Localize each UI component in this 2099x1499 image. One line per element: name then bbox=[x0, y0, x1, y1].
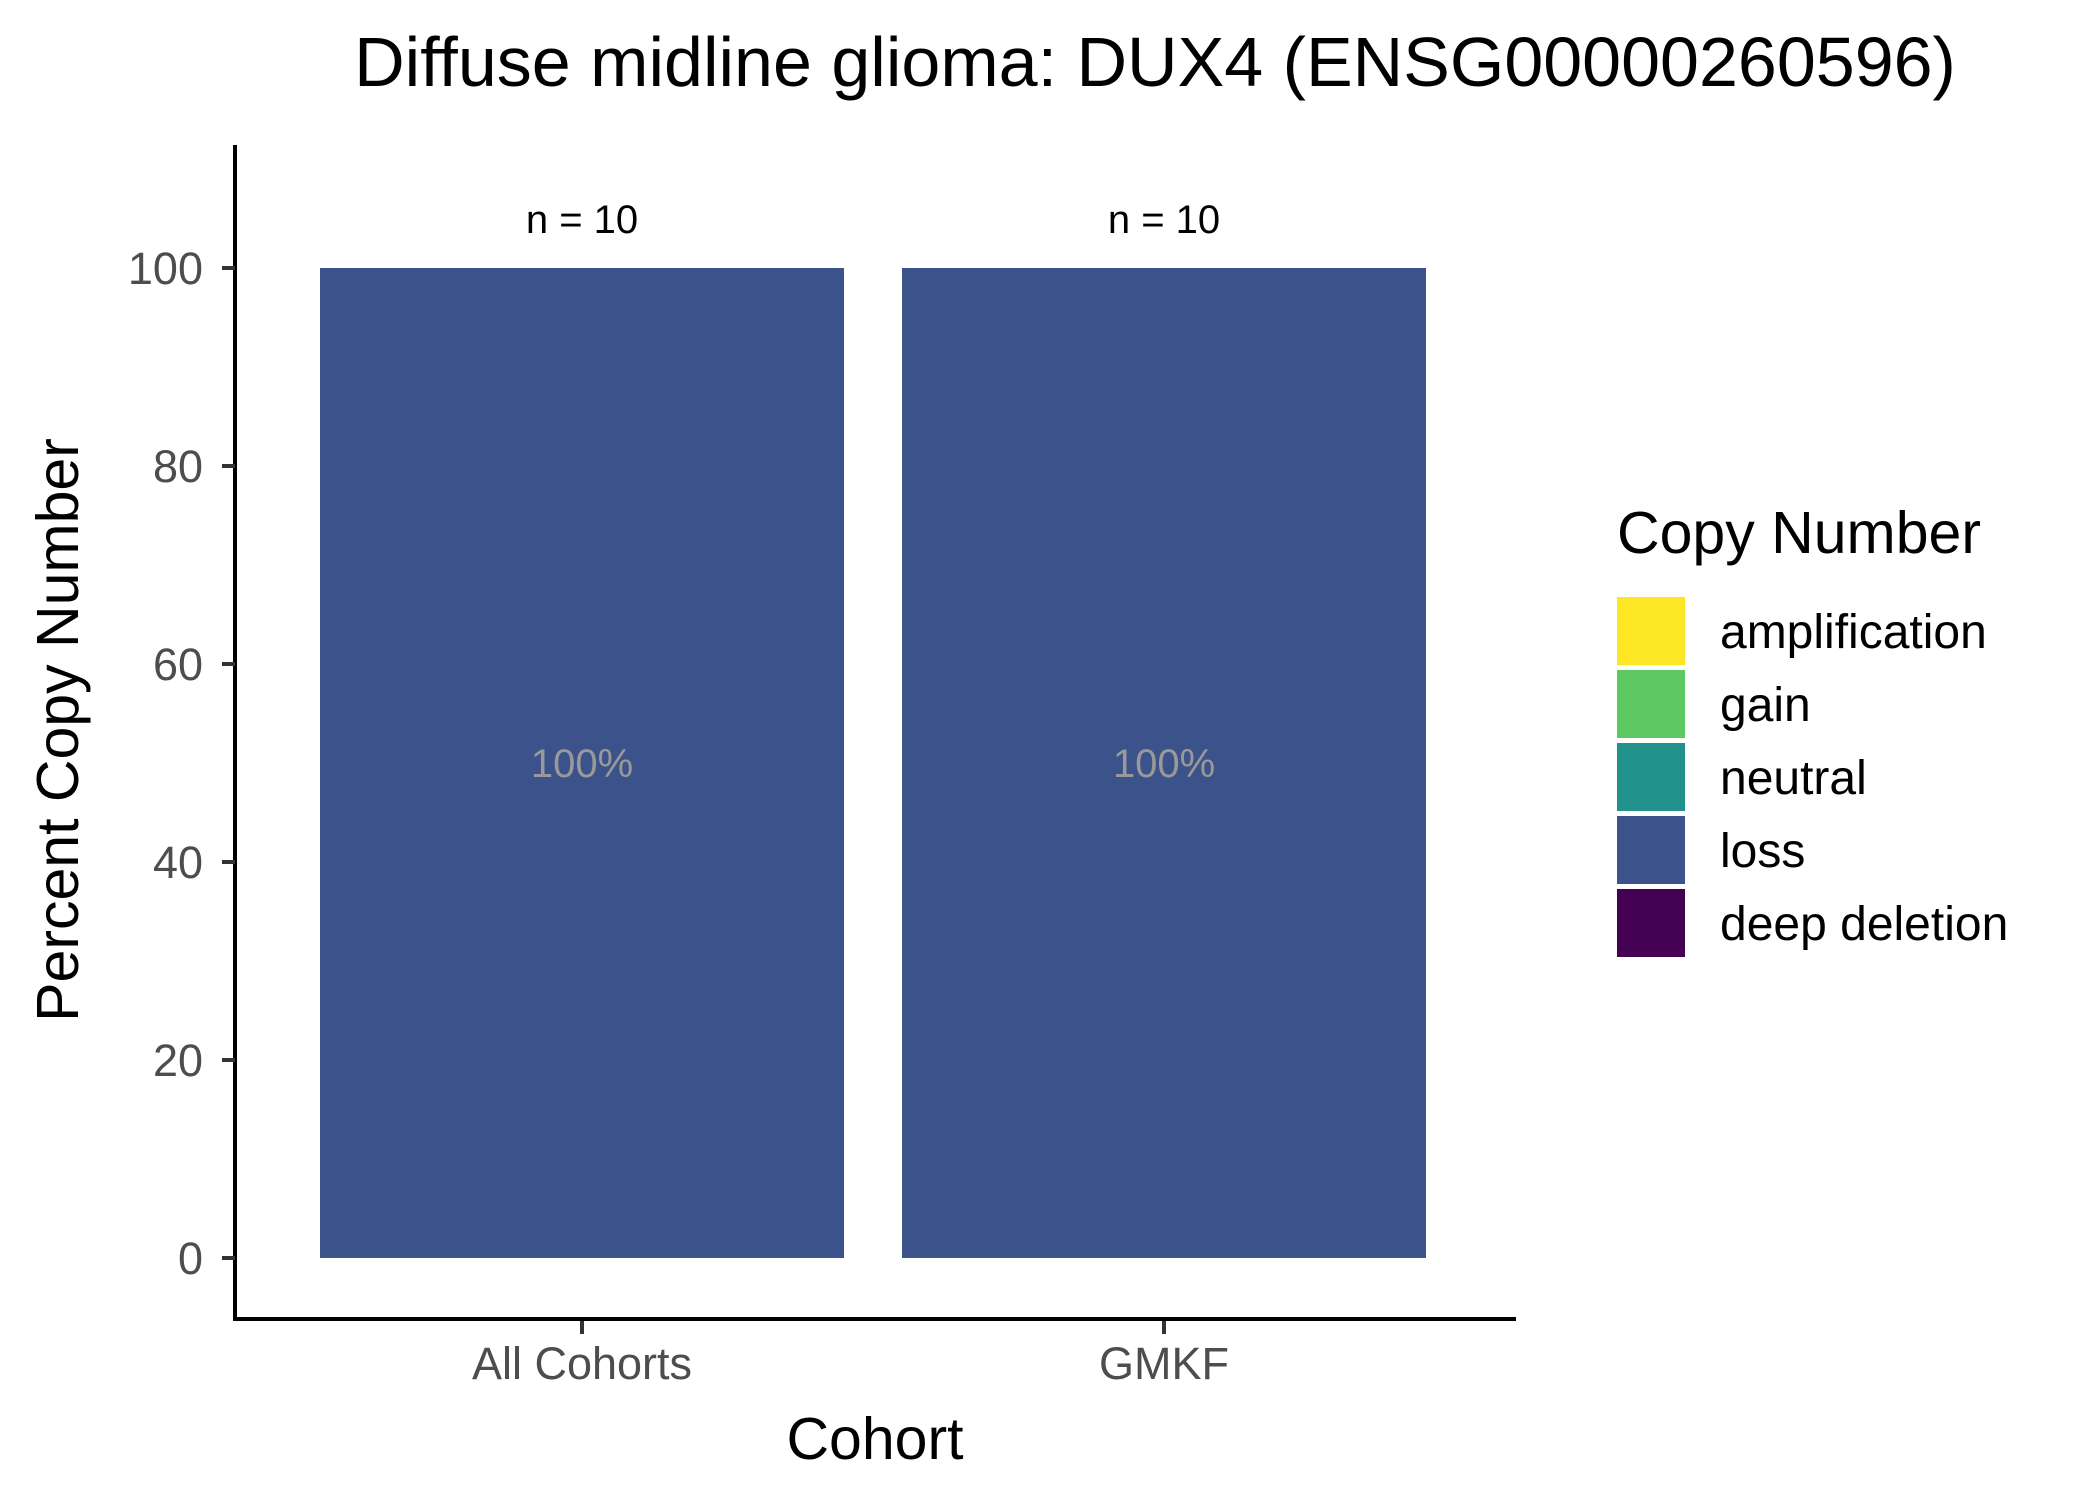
x-axis-title: Cohort bbox=[786, 1406, 963, 1472]
legend-key-neutral bbox=[1617, 743, 1685, 811]
bar-percent-label: 100% bbox=[531, 742, 633, 786]
legend-label-amplification: amplification bbox=[1720, 606, 1987, 659]
legend-key-deep-deletion bbox=[1617, 889, 1685, 957]
x-tick-label: All Cohorts bbox=[472, 1338, 692, 1389]
y-tick-label: 80 bbox=[153, 441, 203, 492]
legend-label-gain: gain bbox=[1720, 679, 1811, 732]
bar-loss-gmkf bbox=[902, 268, 1426, 1258]
bars-layer bbox=[320, 268, 1426, 1258]
chart-title: Diffuse midline glioma: DUX4 (ENSG000002… bbox=[354, 23, 1956, 101]
bar-count-label: n = 10 bbox=[1108, 198, 1220, 242]
x-ticks: All Cohorts GMKF bbox=[472, 1321, 1229, 1389]
y-tick-label: 40 bbox=[153, 837, 203, 888]
legend-label-loss: loss bbox=[1720, 825, 1805, 878]
x-tick-label: GMKF bbox=[1099, 1338, 1229, 1389]
y-tick-label: 20 bbox=[153, 1035, 203, 1086]
legend-key-amplification bbox=[1617, 597, 1685, 665]
y-ticks: 0 20 40 60 80 100 bbox=[128, 243, 235, 1284]
legend: Copy Number amplification gain neutral loss… bbox=[1617, 500, 2008, 957]
legend-key-gain bbox=[1617, 670, 1685, 738]
y-axis: 0 20 40 60 80 100 bbox=[128, 145, 237, 1321]
x-axis: All Cohorts GMKF bbox=[233, 1317, 1516, 1389]
y-tick-label: 60 bbox=[153, 639, 203, 690]
legend-key-loss bbox=[1617, 816, 1685, 884]
legend-label-neutral: neutral bbox=[1720, 752, 1867, 805]
bar-percent-label: 100% bbox=[1113, 742, 1215, 786]
y-axis-title: Percent Copy Number bbox=[25, 438, 91, 1022]
bar-loss-all-cohorts bbox=[320, 268, 844, 1258]
legend-label-deep-deletion: deep deletion bbox=[1720, 898, 2008, 951]
legend-items: amplification gain neutral loss deep deletio… bbox=[1617, 597, 2008, 957]
y-tick-label: 100 bbox=[128, 243, 203, 294]
y-tick-label: 0 bbox=[178, 1233, 203, 1284]
labels-layer: 100% n = 10 100% n = 10 bbox=[526, 198, 1220, 786]
legend-title: Copy Number bbox=[1617, 500, 1981, 566]
bar-count-label: n = 10 bbox=[526, 198, 638, 242]
